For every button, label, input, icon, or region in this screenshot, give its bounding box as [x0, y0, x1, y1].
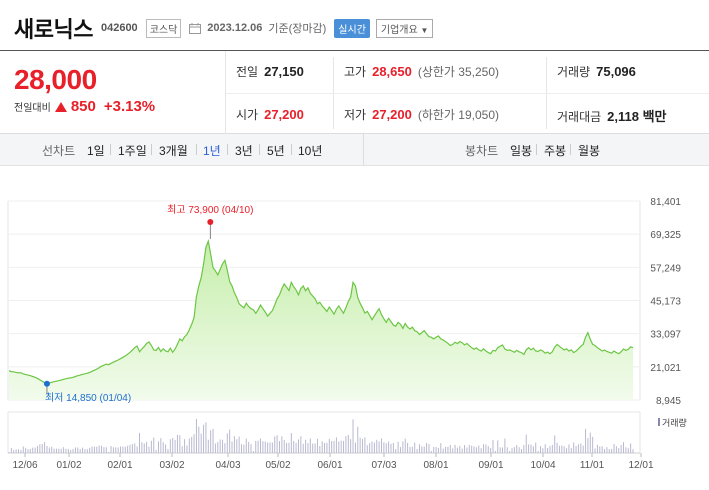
- high-marker: [207, 219, 214, 225]
- trade-value: 2,118 백만: [607, 109, 667, 124]
- low-marker: [43, 380, 50, 387]
- price-line: [8, 238, 634, 385]
- high-stat: 고가 28,650 (상한가 35,250): [344, 63, 499, 80]
- prev-close-stat: 전일 27,150: [236, 63, 304, 80]
- prev-close-label: 전일: [236, 65, 259, 79]
- realtime-button[interactable]: 실시간: [334, 18, 370, 38]
- volume-label: 거래량: [557, 65, 591, 79]
- x-tick-label: 12/01: [628, 460, 653, 471]
- high-annotation: 최고 73,900 (04/10): [167, 204, 253, 216]
- tab-period-10y[interactable]: 10년: [298, 144, 323, 158]
- price-summary: 28,000 전일대비 850 +3.13%: [0, 51, 226, 135]
- stock-header: 새로닉스 042600 코스닥 2023.12.06 기준(장마감) 실시간 기…: [14, 14, 434, 42]
- x-tick-label: 07/03: [371, 460, 396, 471]
- y-tick-label: 21,021: [650, 363, 681, 374]
- tab-period-5y[interactable]: 5년: [267, 144, 285, 158]
- change-percent: +3.13%: [103, 98, 156, 115]
- open-value: 27,200: [264, 107, 304, 122]
- x-tick-label: 03/02: [159, 460, 184, 471]
- tab-candle-monthly[interactable]: 월봉: [578, 144, 601, 158]
- tab-candle-daily[interactable]: 일봉: [510, 144, 533, 158]
- change-label: 전일대비: [14, 103, 51, 114]
- volume-legend-label: 거래량: [662, 417, 687, 428]
- trade-value-stat: 거래대금 2,118 백만: [557, 106, 667, 125]
- upper-limit: (상한가 35,250): [417, 65, 500, 79]
- change-value: 850: [70, 98, 96, 115]
- x-tick-label: 02/01: [107, 460, 132, 471]
- stock-name: 새로닉스: [14, 17, 93, 42]
- low-annotation: 최저 14,850 (01/04): [45, 392, 131, 404]
- volume-value: 75,096: [596, 64, 636, 79]
- prev-close-value: 27,150: [264, 64, 304, 79]
- x-tick-label: 10/04: [530, 460, 555, 471]
- tab-period-1y[interactable]: 1년: [203, 144, 221, 158]
- open-stat: 시가 27,200: [236, 106, 304, 123]
- closing-status: 기준(장마감): [268, 23, 327, 35]
- candle-chart-label: 봉차트: [465, 144, 499, 158]
- x-tick-label: 01/02: [56, 460, 81, 471]
- up-arrow-icon: [54, 101, 67, 112]
- tab-period-3m[interactable]: 3개월: [159, 144, 188, 158]
- x-tick-label: 06/01: [317, 460, 342, 471]
- y-tick-label: 45,173: [650, 297, 681, 308]
- high-value: 28,650: [372, 64, 412, 79]
- y-tick-label: 81,401: [650, 197, 681, 208]
- y-tick-label: 33,097: [650, 330, 681, 341]
- chevron-down-icon: ▼: [420, 25, 429, 35]
- y-tick-label: 69,325: [650, 230, 681, 241]
- y-tick-label: 57,249: [650, 263, 681, 274]
- tab-period-1w[interactable]: 1주일: [118, 144, 147, 158]
- base-date: 2023.12.06: [207, 22, 263, 34]
- price-area-fill: [9, 241, 633, 400]
- x-tick-label: 11/01: [580, 460, 605, 471]
- x-tick-label: 08/01: [423, 460, 448, 471]
- market-badge: 코스닥: [145, 18, 182, 38]
- period-tabs: 선차트 1일 1주일 3개월 1년 3년 5년 10년 봉차트 일봉 주봉 월봉: [0, 134, 709, 166]
- corp-info-dropdown[interactable]: 기업개요 ▼: [375, 18, 434, 38]
- tab-period-1d[interactable]: 1일: [87, 144, 105, 158]
- x-tick-label: 05/02: [265, 460, 290, 471]
- x-tick-label: 09/01: [478, 460, 503, 471]
- trade-value-label: 거래대금: [557, 110, 602, 124]
- y-tick-label: 8,945: [656, 396, 681, 407]
- low-value: 27,200: [372, 107, 412, 122]
- price-chart-svg: 81,401 69,325 57,249 45,173 33,097 21,021 8,94…: [7, 197, 687, 471]
- corp-info-label: 기업개요: [380, 24, 418, 36]
- low-stat: 저가 27,200 (하한가 19,050): [344, 106, 499, 123]
- price-panel: 28,000 전일대비 850 +3.13% 전일 27,150 고가 28,6…: [0, 50, 709, 135]
- stock-code: 042600: [100, 22, 138, 34]
- line-chart-label: 선차트: [42, 144, 76, 158]
- x-tick-label: 12/06: [12, 460, 37, 471]
- calendar-icon: [189, 22, 202, 34]
- tab-period-3y[interactable]: 3년: [235, 144, 253, 158]
- price-chart[interactable]: 81,401 69,325 57,249 45,173 33,097 21,021 8,94…: [0, 166, 709, 490]
- lower-limit: (하한가 19,050): [417, 108, 500, 122]
- tab-candle-weekly[interactable]: 주봉: [544, 144, 567, 158]
- open-label: 시가: [236, 108, 259, 122]
- x-tick-label: 04/03: [215, 460, 240, 471]
- volume-legend-swatch: [658, 418, 660, 426]
- low-label: 저가: [344, 108, 367, 122]
- change-row: 전일대비 850 +3.13%: [14, 98, 155, 115]
- volume-stat: 거래량 75,096: [557, 63, 636, 80]
- high-label: 고가: [344, 65, 367, 79]
- current-price: 28,000: [14, 64, 97, 95]
